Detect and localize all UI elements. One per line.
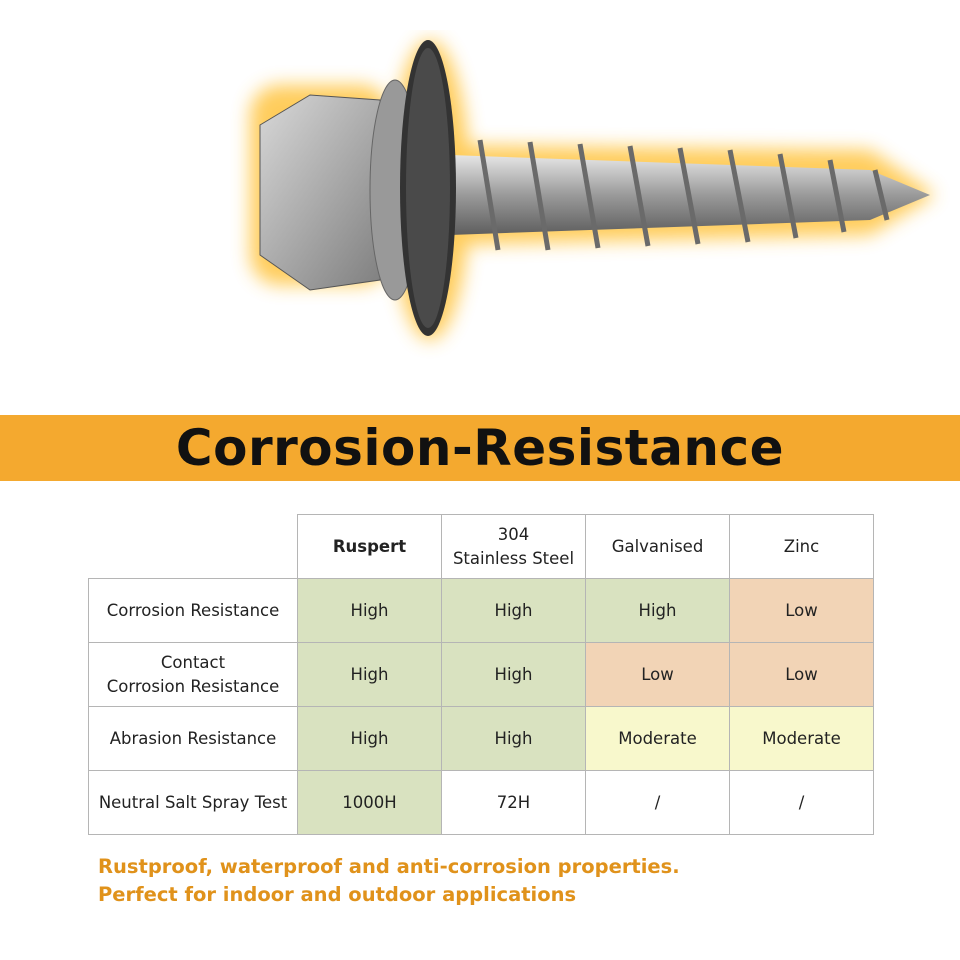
empty-corner bbox=[88, 514, 298, 579]
column-header: Zinc bbox=[729, 514, 874, 579]
table-row: Neutral Salt Spray Test 1000H 72H / / bbox=[88, 770, 874, 835]
comparison-table: Ruspert 304 Stainless Steel Galvanised Zi… bbox=[88, 514, 874, 835]
cell: / bbox=[585, 770, 730, 835]
screw-product-image bbox=[250, 40, 935, 340]
table-row: Corrosion Resistance High High High Low bbox=[88, 578, 874, 643]
row-label: Corrosion Resistance bbox=[88, 578, 298, 643]
cell: High bbox=[297, 706, 442, 771]
column-header: 304 Stainless Steel bbox=[441, 514, 586, 579]
cell: 72H bbox=[441, 770, 586, 835]
header-line: Stainless Steel bbox=[452, 548, 575, 568]
title-banner: Corrosion-Resistance bbox=[0, 415, 960, 481]
tagline-line-1: Rustproof, waterproof and anti-corrosion… bbox=[98, 855, 680, 878]
column-header: Galvanised bbox=[585, 514, 730, 579]
cell: High bbox=[585, 578, 730, 643]
tagline-line-2: Perfect for indoor and outdoor applicati… bbox=[98, 883, 577, 906]
cell: Low bbox=[585, 642, 730, 707]
cell: High bbox=[441, 706, 586, 771]
table-row: Contact Corrosion Resistance High High Lo… bbox=[88, 642, 874, 707]
table-row: Abrasion Resistance High High Moderate M… bbox=[88, 706, 874, 771]
cell: 1000H bbox=[297, 770, 442, 835]
header-line: 304 bbox=[497, 524, 530, 544]
page-title: Corrosion-Resistance bbox=[175, 419, 785, 477]
row-label: Contact Corrosion Resistance bbox=[88, 642, 298, 707]
label-line: Corrosion Resistance bbox=[106, 676, 280, 696]
row-label: Abrasion Resistance bbox=[88, 706, 298, 771]
tagline: Rustproof, waterproof and anti-corrosion… bbox=[98, 853, 680, 909]
cell: / bbox=[729, 770, 874, 835]
label-line: Contact bbox=[160, 652, 226, 672]
cell: High bbox=[297, 642, 442, 707]
cell: Low bbox=[729, 578, 874, 643]
cell: High bbox=[441, 578, 586, 643]
cell: Low bbox=[729, 642, 874, 707]
table-header-row: Ruspert 304 Stainless Steel Galvanised Zi… bbox=[88, 514, 874, 579]
column-header: Ruspert bbox=[297, 514, 442, 579]
cell: High bbox=[441, 642, 586, 707]
cell: Moderate bbox=[729, 706, 874, 771]
cell: Moderate bbox=[585, 706, 730, 771]
cell: High bbox=[297, 578, 442, 643]
row-label: Neutral Salt Spray Test bbox=[88, 770, 298, 835]
